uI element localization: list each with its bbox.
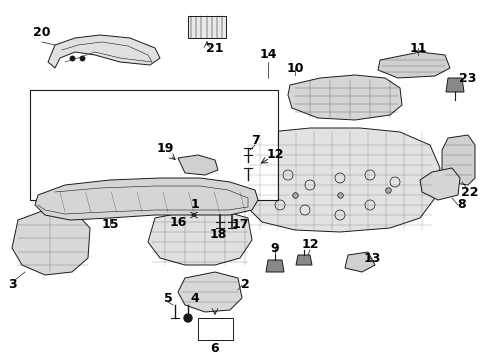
Text: 18: 18 xyxy=(209,229,227,242)
Polygon shape xyxy=(446,78,464,92)
Text: 4: 4 xyxy=(191,292,199,305)
Polygon shape xyxy=(178,155,218,175)
Text: 14: 14 xyxy=(259,49,277,62)
Text: 3: 3 xyxy=(8,279,16,292)
Text: 19: 19 xyxy=(156,141,173,154)
Polygon shape xyxy=(266,260,284,272)
Text: 7: 7 xyxy=(250,134,259,147)
Text: 23: 23 xyxy=(459,72,477,85)
Polygon shape xyxy=(288,75,402,120)
Bar xyxy=(188,16,226,38)
Text: 9: 9 xyxy=(270,242,279,255)
Polygon shape xyxy=(378,52,450,78)
Text: 15: 15 xyxy=(101,219,119,231)
Polygon shape xyxy=(12,210,90,275)
Text: 5: 5 xyxy=(164,292,172,305)
Text: 21: 21 xyxy=(206,41,224,54)
Text: 10: 10 xyxy=(286,62,304,75)
Text: 11: 11 xyxy=(409,41,427,54)
Text: 17: 17 xyxy=(231,219,249,231)
Polygon shape xyxy=(442,135,475,185)
Bar xyxy=(198,318,233,340)
Polygon shape xyxy=(178,272,242,312)
Polygon shape xyxy=(345,252,375,272)
Text: 12: 12 xyxy=(266,148,284,162)
Polygon shape xyxy=(420,168,460,200)
Text: 16: 16 xyxy=(170,216,187,229)
Text: 6: 6 xyxy=(211,342,220,355)
Circle shape xyxy=(184,314,192,322)
Polygon shape xyxy=(35,178,258,220)
Text: 8: 8 xyxy=(458,198,466,211)
Text: 22: 22 xyxy=(461,185,479,198)
Text: 2: 2 xyxy=(241,279,249,292)
Text: 12: 12 xyxy=(301,238,319,252)
Text: 20: 20 xyxy=(33,26,51,39)
Polygon shape xyxy=(296,255,312,265)
Polygon shape xyxy=(48,35,160,68)
Polygon shape xyxy=(148,210,252,265)
Text: 13: 13 xyxy=(363,252,381,265)
Bar xyxy=(30,90,278,200)
Text: 1: 1 xyxy=(191,198,199,211)
Polygon shape xyxy=(240,128,440,232)
